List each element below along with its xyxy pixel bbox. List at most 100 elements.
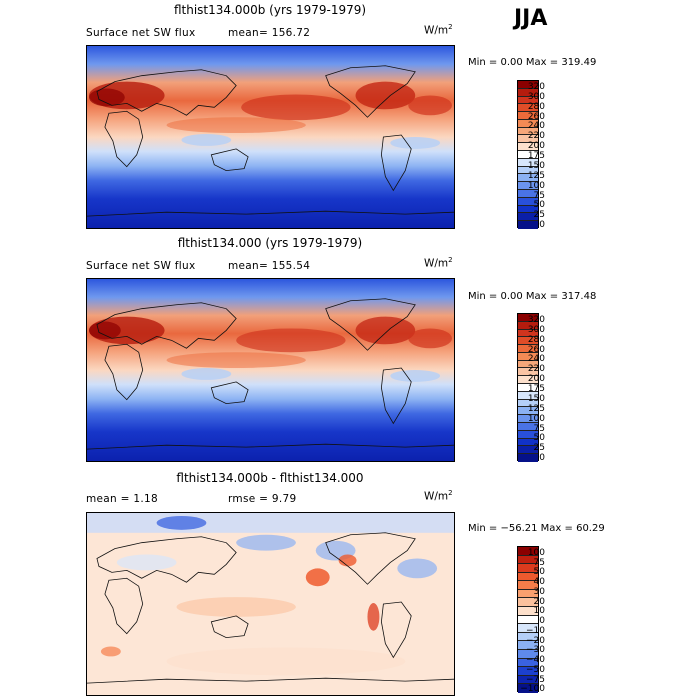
panel-1-units: W/m2 <box>424 23 453 37</box>
colorbar-segment <box>518 598 538 608</box>
colorbar-segment <box>518 337 538 346</box>
colorbar-tick-label: 125 <box>527 170 545 181</box>
colorbar-segment <box>518 399 538 408</box>
colorbar-tick-label: 300 <box>527 324 545 335</box>
panel-3-map-svg <box>87 513 454 695</box>
colorbar-tick-label: −10 <box>526 625 545 636</box>
colorbar-segment <box>518 607 538 616</box>
colorbar-segment <box>518 675 538 685</box>
colorbar-tick-label: 175 <box>527 151 545 162</box>
colorbar-segment <box>518 174 538 183</box>
colorbar-tick-label: 240 <box>527 121 545 132</box>
colorbar-tick-label: 75 <box>533 190 545 201</box>
colorbar-segment <box>518 368 538 377</box>
colorbar-segment <box>518 391 538 400</box>
colorbar-segment <box>518 96 538 105</box>
colorbar-segment <box>518 684 538 693</box>
colorbar-tick-label: 20 <box>533 596 545 607</box>
colorbar-tick-label: 300 <box>527 91 545 102</box>
colorbar-tick-label: −100 <box>520 684 545 695</box>
panel-3-mean: mean = 1.18 <box>86 493 158 505</box>
colorbar-segment <box>518 119 538 128</box>
colorbar-segment <box>518 143 538 152</box>
colorbar-tick-label: 175 <box>527 384 545 395</box>
panel-2-map <box>86 278 455 462</box>
colorbar-tick-label: 100 <box>527 180 545 191</box>
colorbar-tick-label: 220 <box>527 131 545 142</box>
colorbar-segment <box>518 221 538 229</box>
colorbar-tick-label: 0 <box>539 616 545 627</box>
colorbar-segment <box>518 564 538 573</box>
panel-2-colorbar <box>517 313 539 462</box>
season-label: JJA <box>514 6 548 31</box>
panel-2-minmax: Min = 0.00 Max = 317.48 <box>468 291 597 302</box>
colorbar-tick-label: 200 <box>527 141 545 152</box>
colorbar-tick-label: 260 <box>527 344 545 355</box>
colorbar-tick-label: 25 <box>533 443 545 454</box>
colorbar-segment <box>518 189 538 198</box>
colorbar-tick-label: 260 <box>527 111 545 122</box>
panel-3-coastlines <box>87 532 454 684</box>
panel-2-title: flthist134.000 (yrs 1979-1979) <box>177 236 363 250</box>
colorbar-segment <box>518 166 538 175</box>
colorbar-segment <box>518 415 538 423</box>
colorbar-tick-label: 320 <box>527 82 545 92</box>
colorbar-segment <box>518 314 538 322</box>
colorbar-segment <box>518 127 538 136</box>
colorbar-segment <box>518 547 538 556</box>
panel-1-field-label: Surface net SW flux <box>86 27 196 39</box>
colorbar-segment <box>518 88 538 97</box>
colorbar-segment <box>518 352 538 361</box>
panel-1-title: flthist134.000b (yrs 1979-1979) <box>173 3 367 17</box>
colorbar-tick-label: 150 <box>527 160 545 171</box>
colorbar-segment <box>518 572 538 582</box>
colorbar-segment <box>518 345 538 353</box>
colorbar-segment <box>518 135 538 144</box>
colorbar-tick-label: 0 <box>539 220 545 231</box>
colorbar-segment <box>518 321 538 330</box>
colorbar-segment <box>518 197 538 206</box>
colorbar-segment <box>518 446 538 455</box>
colorbar-tick-label: 200 <box>527 374 545 385</box>
colorbar-tick-label: −20 <box>526 635 545 646</box>
colorbar-tick-label: 150 <box>527 393 545 404</box>
panel-3-minmax: Min = −56.21 Max = 60.29 <box>468 523 605 534</box>
panel-1-hotspots <box>88 81 453 149</box>
colorbar-tick-label: 50 <box>533 200 545 211</box>
panel-2-coastlines <box>87 298 454 450</box>
colorbar-segment <box>518 555 538 565</box>
colorbar-tick-label: 10 <box>533 606 545 617</box>
colorbar-segment <box>518 615 538 625</box>
colorbar-segment <box>518 360 538 369</box>
panel-3-title: flthist134.000b - flthist134.000 <box>176 471 364 485</box>
panel-3-anomalies <box>87 513 454 676</box>
panel-2-hotspots <box>88 316 453 382</box>
colorbar-tick-label: 125 <box>527 403 545 414</box>
colorbar-segment <box>518 649 538 659</box>
colorbar-tick-label: 40 <box>533 577 545 588</box>
colorbar-tick-label: 100 <box>527 413 545 424</box>
colorbar-tick-label: 280 <box>527 101 545 112</box>
colorbar-segment <box>518 182 538 190</box>
colorbar-tick-label: 25 <box>533 210 545 221</box>
colorbar-segment <box>518 81 538 89</box>
panel-1-map <box>86 45 455 229</box>
colorbar-segment <box>518 158 538 167</box>
colorbar-segment <box>518 205 538 214</box>
colorbar-tick-label: 75 <box>533 423 545 434</box>
colorbar-segment <box>518 329 538 338</box>
panel-2-map-svg <box>87 279 454 461</box>
colorbar-segment <box>518 624 538 633</box>
colorbar-tick-label: 240 <box>527 354 545 365</box>
colorbar-segment <box>518 658 538 668</box>
colorbar-segment <box>518 104 538 113</box>
colorbar-tick-label: 100 <box>527 548 545 558</box>
colorbar-segment <box>518 430 538 439</box>
colorbar-segment <box>518 438 538 447</box>
colorbar-segment <box>518 422 538 431</box>
panel-1-coastlines <box>87 65 454 217</box>
panel-2-units: W/m2 <box>424 256 453 270</box>
colorbar-segment <box>518 213 538 222</box>
panel-3-units: W/m2 <box>424 489 453 503</box>
panel-3-map <box>86 512 455 696</box>
